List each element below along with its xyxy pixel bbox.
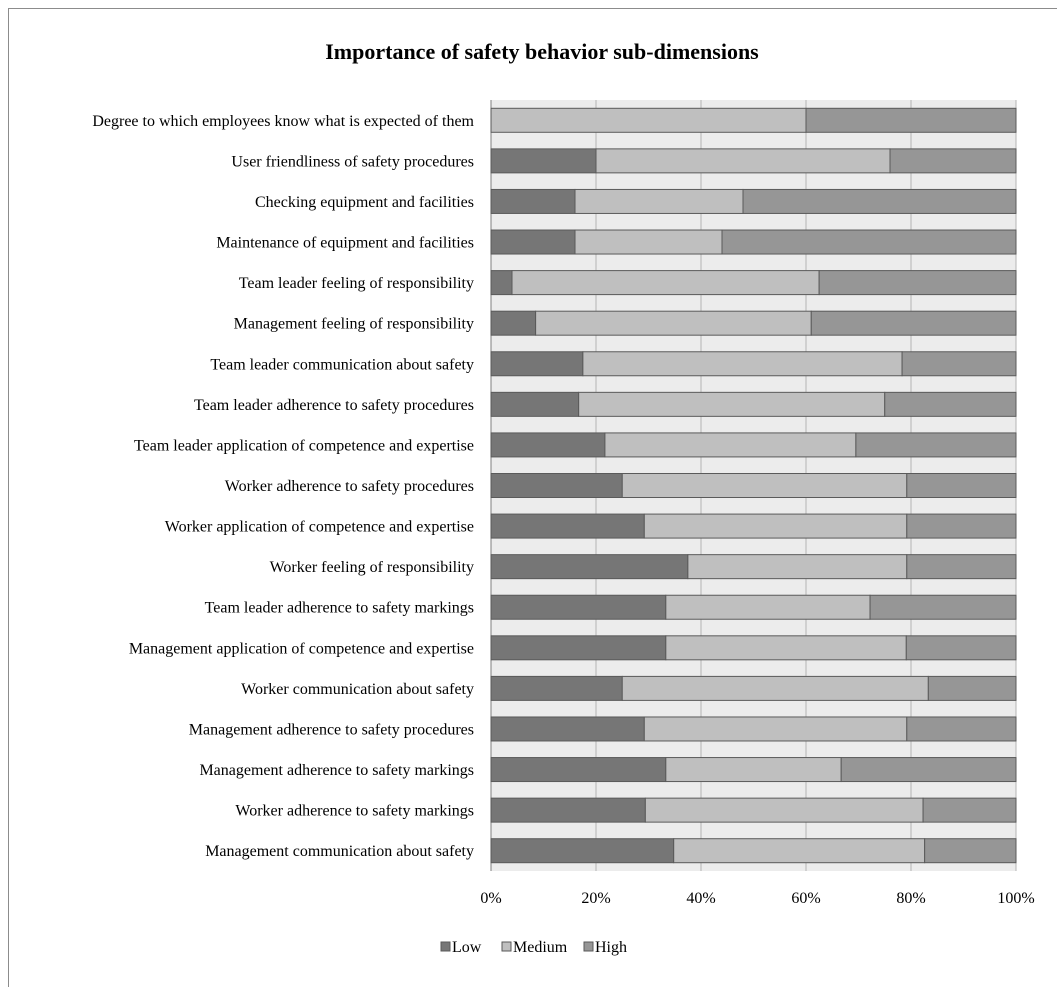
bar-medium-management-adherence-to-safety-procedures xyxy=(643,716,908,742)
category-label: Team leader adherence to safety markings xyxy=(205,600,474,617)
bar-high-management-feeling-of-responsibility xyxy=(810,310,1017,336)
category-label: Worker application of competence and exp… xyxy=(165,519,474,536)
bar-low-worker-application-of-competence-and-expertise xyxy=(490,513,645,539)
legend-swatch-medium xyxy=(501,941,512,952)
category-label: Worker feeling of responsibility xyxy=(270,559,474,576)
bar-high-worker-adherence-to-safety-markings xyxy=(922,797,1017,823)
bar-medium-management-adherence-to-safety-markings xyxy=(665,757,842,783)
bar-low-team-leader-communication-about-safety xyxy=(490,351,584,377)
bar-high-worker-adherence-to-safety-procedures xyxy=(906,473,1017,498)
bar-low-team-leader-application-of-competence-and-expertise xyxy=(490,432,606,458)
bar-high-user-friendliness-of-safety-procedures xyxy=(889,148,1017,174)
bar-medium-checking-equipment-and-facilities xyxy=(574,188,744,214)
bar-low-management-adherence-to-safety-markings xyxy=(490,757,667,783)
category-label: Worker adherence to safety markings xyxy=(235,803,474,820)
category-label: Team leader adherence to safety procedur… xyxy=(194,397,474,414)
bar-low-team-leader-feeling-of-responsibility xyxy=(490,270,513,296)
category-label: Management application of competence and… xyxy=(129,640,474,657)
legend: Low Medium High xyxy=(440,939,627,956)
category-label: Team leader application of competence an… xyxy=(134,437,474,454)
x-tick-label: 40% xyxy=(686,890,715,907)
bar-medium-user-friendliness-of-safety-procedures xyxy=(595,148,891,174)
bar-low-management-adherence-to-safety-procedures xyxy=(490,716,645,742)
category-label: Management feeling of responsibility xyxy=(234,316,474,333)
bar-medium-maintenance-of-equipment-and-facilities xyxy=(574,229,723,255)
bar-high-worker-application-of-competence-and-expertise xyxy=(906,513,1017,539)
category-label: Management adherence to safety markings xyxy=(199,762,474,779)
bar-low-worker-adherence-to-safety-procedures xyxy=(490,473,623,498)
legend-label-low: Low xyxy=(452,939,482,956)
bar-medium-worker-adherence-to-safety-procedures xyxy=(621,473,908,498)
bar-low-team-leader-adherence-to-safety-markings xyxy=(490,594,667,620)
x-tick-label: 20% xyxy=(581,890,610,907)
category-label: User friendliness of safety procedures xyxy=(231,153,474,170)
bar-high-maintenance-of-equipment-and-facilities xyxy=(721,229,1017,255)
bar-medium-management-communication-about-safety xyxy=(673,838,926,864)
bar-high-team-leader-communication-about-safety xyxy=(901,351,1017,377)
bar-high-management-application-of-competence-and-expertise xyxy=(905,635,1017,661)
bar-low-worker-adherence-to-safety-markings xyxy=(490,797,646,823)
category-label: Degree to which employees know what is e… xyxy=(92,113,474,130)
bar-high-worker-feeling-of-responsibility xyxy=(906,554,1017,580)
bar-low-worker-communication-about-safety xyxy=(490,675,623,701)
legend-label-medium: Medium xyxy=(513,939,568,956)
bar-high-management-adherence-to-safety-markings xyxy=(840,757,1017,783)
x-tick-label: 80% xyxy=(896,890,925,907)
x-axis-ticks: 0% 20% 40% 60% 80% 100% xyxy=(480,890,1034,907)
category-label: Maintenance of equipment and facilities xyxy=(216,235,474,252)
category-label: Team leader feeling of responsibility xyxy=(239,275,474,292)
bar-medium-degree-to-which-employees-know-what-is-expected-of-them xyxy=(490,107,807,133)
bar-medium-team-leader-feeling-of-responsibility xyxy=(511,270,820,296)
legend-label-high: High xyxy=(595,939,627,956)
bar-high-management-communication-about-safety xyxy=(924,838,1017,864)
category-label: Worker adherence to safety procedures xyxy=(225,478,474,495)
bar-high-team-leader-adherence-to-safety-procedures xyxy=(884,391,1017,417)
legend-swatch-high xyxy=(583,941,594,952)
bar-medium-worker-feeling-of-responsibility xyxy=(687,554,908,580)
category-labels: Degree to which employees know what is e… xyxy=(92,113,474,860)
x-tick-label: 100% xyxy=(997,890,1034,907)
category-label: Team leader communication about safety xyxy=(210,356,474,373)
bar-medium-worker-application-of-competence-and-expertise xyxy=(643,513,908,539)
category-label: Management communication about safety xyxy=(205,843,474,860)
bar-low-worker-feeling-of-responsibility xyxy=(490,554,689,580)
bar-medium-team-leader-adherence-to-safety-procedures xyxy=(578,391,886,417)
bar-high-checking-equipment-and-facilities xyxy=(742,188,1017,214)
chart-title: Importance of safety behavior sub-dimens… xyxy=(325,39,759,64)
legend-swatch-low xyxy=(440,941,451,952)
category-label: Management adherence to safety procedure… xyxy=(189,721,474,738)
bar-low-management-communication-about-safety xyxy=(490,838,675,864)
bar-high-team-leader-application-of-competence-and-expertise xyxy=(855,432,1017,458)
x-tick-label: 0% xyxy=(480,890,501,907)
bar-medium-team-leader-application-of-competence-and-expertise xyxy=(604,432,857,458)
bar-high-worker-communication-about-safety xyxy=(927,675,1017,701)
category-label: Checking equipment and facilities xyxy=(255,194,474,211)
bar-medium-management-feeling-of-responsibility xyxy=(535,310,812,336)
category-label: Worker communication about safety xyxy=(241,681,474,698)
bar-high-team-leader-feeling-of-responsibility xyxy=(818,270,1017,296)
bar-low-checking-equipment-and-facilities xyxy=(490,188,576,214)
bar-high-management-adherence-to-safety-procedures xyxy=(906,716,1017,742)
bars xyxy=(490,107,1017,864)
bar-medium-worker-communication-about-safety xyxy=(621,675,929,701)
bar-low-management-feeling-of-responsibility xyxy=(490,310,537,336)
bar-medium-worker-adherence-to-safety-markings xyxy=(644,797,924,823)
bar-medium-team-leader-communication-about-safety xyxy=(582,351,903,377)
x-tick-label: 60% xyxy=(791,890,820,907)
bar-high-team-leader-adherence-to-safety-markings xyxy=(869,594,1017,620)
bar-medium-team-leader-adherence-to-safety-markings xyxy=(665,594,871,620)
bar-high-degree-to-which-employees-know-what-is-expected-of-them xyxy=(805,107,1017,133)
bar-low-user-friendliness-of-safety-procedures xyxy=(490,148,597,174)
bar-medium-management-application-of-competence-and-expertise xyxy=(665,635,907,661)
bar-low-maintenance-of-equipment-and-facilities xyxy=(490,229,576,255)
bar-low-team-leader-adherence-to-safety-procedures xyxy=(490,391,580,417)
bar-low-management-application-of-competence-and-expertise xyxy=(490,635,667,661)
